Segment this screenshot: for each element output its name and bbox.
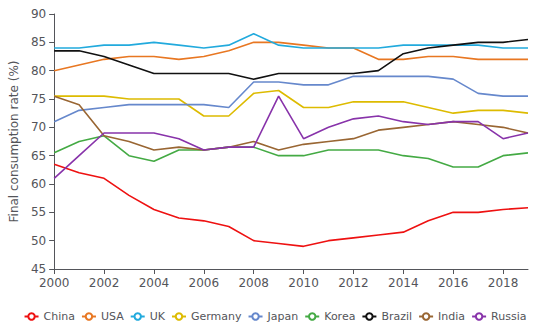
svg-text:Russia: Russia	[491, 310, 526, 323]
svg-text:2016: 2016	[438, 276, 469, 290]
svg-text:45: 45	[31, 262, 46, 276]
svg-text:55: 55	[31, 205, 46, 219]
svg-text:Korea: Korea	[324, 310, 355, 323]
svg-text:85: 85	[31, 35, 46, 49]
svg-text:50: 50	[31, 234, 46, 248]
svg-text:60: 60	[31, 177, 46, 191]
svg-text:65: 65	[31, 149, 46, 163]
svg-text:70: 70	[31, 120, 46, 134]
svg-text:2000: 2000	[39, 276, 70, 290]
svg-text:Germany: Germany	[191, 310, 242, 323]
svg-text:80: 80	[31, 64, 46, 78]
svg-text:2014: 2014	[388, 276, 419, 290]
svg-text:2004: 2004	[139, 276, 170, 290]
svg-text:75: 75	[31, 92, 46, 106]
svg-text:Brazil: Brazil	[381, 310, 412, 323]
svg-text:India: India	[438, 310, 465, 323]
svg-text:Japan: Japan	[267, 310, 299, 323]
svg-text:UK: UK	[150, 310, 166, 323]
svg-text:2010: 2010	[288, 276, 319, 290]
svg-text:2012: 2012	[338, 276, 369, 290]
svg-text:2006: 2006	[189, 276, 220, 290]
svg-text:China: China	[44, 310, 75, 323]
svg-text:USA: USA	[101, 310, 124, 323]
svg-text:2008: 2008	[238, 276, 269, 290]
svg-text:90: 90	[31, 7, 46, 21]
svg-text:2002: 2002	[89, 276, 120, 290]
svg-text:Final consumption rate (%): Final consumption rate (%)	[7, 61, 21, 223]
svg-text:2018: 2018	[488, 276, 519, 290]
